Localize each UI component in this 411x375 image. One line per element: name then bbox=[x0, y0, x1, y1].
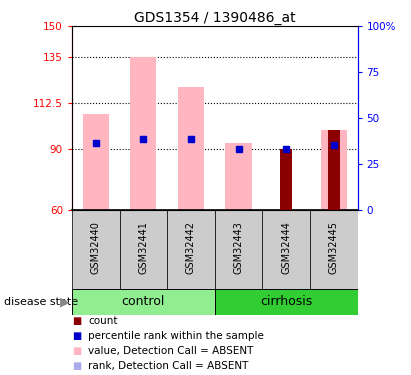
Text: ▶: ▶ bbox=[60, 296, 69, 308]
Text: ■: ■ bbox=[72, 361, 81, 370]
Bar bbox=[262, 210, 310, 289]
Text: GSM32444: GSM32444 bbox=[281, 221, 291, 274]
Bar bbox=[321, 130, 347, 210]
Bar bbox=[280, 149, 292, 210]
Text: cirrhosis: cirrhosis bbox=[260, 296, 312, 308]
Text: ■: ■ bbox=[72, 316, 81, 326]
Bar bbox=[167, 210, 215, 289]
Bar bbox=[83, 114, 109, 210]
Bar bbox=[215, 210, 262, 289]
Text: rank, Detection Call = ABSENT: rank, Detection Call = ABSENT bbox=[88, 361, 249, 370]
Bar bbox=[178, 87, 204, 210]
Text: GSM32443: GSM32443 bbox=[233, 221, 244, 274]
Text: ■: ■ bbox=[72, 346, 81, 355]
Text: GSM32440: GSM32440 bbox=[91, 221, 101, 274]
Bar bbox=[310, 210, 358, 289]
Bar bbox=[226, 142, 252, 210]
Text: count: count bbox=[88, 316, 118, 326]
Bar bbox=[72, 289, 215, 315]
Title: GDS1354 / 1390486_at: GDS1354 / 1390486_at bbox=[134, 11, 296, 25]
Text: percentile rank within the sample: percentile rank within the sample bbox=[88, 331, 264, 340]
Text: GSM32441: GSM32441 bbox=[139, 221, 148, 274]
Bar bbox=[120, 210, 167, 289]
Text: control: control bbox=[122, 296, 165, 308]
Bar bbox=[328, 130, 339, 210]
Text: GSM32445: GSM32445 bbox=[329, 221, 339, 274]
Bar bbox=[72, 210, 120, 289]
Bar bbox=[215, 289, 358, 315]
Bar bbox=[130, 57, 157, 210]
Text: disease state: disease state bbox=[4, 297, 78, 307]
Text: GSM32442: GSM32442 bbox=[186, 221, 196, 274]
Text: value, Detection Call = ABSENT: value, Detection Call = ABSENT bbox=[88, 346, 254, 355]
Text: ■: ■ bbox=[72, 331, 81, 340]
